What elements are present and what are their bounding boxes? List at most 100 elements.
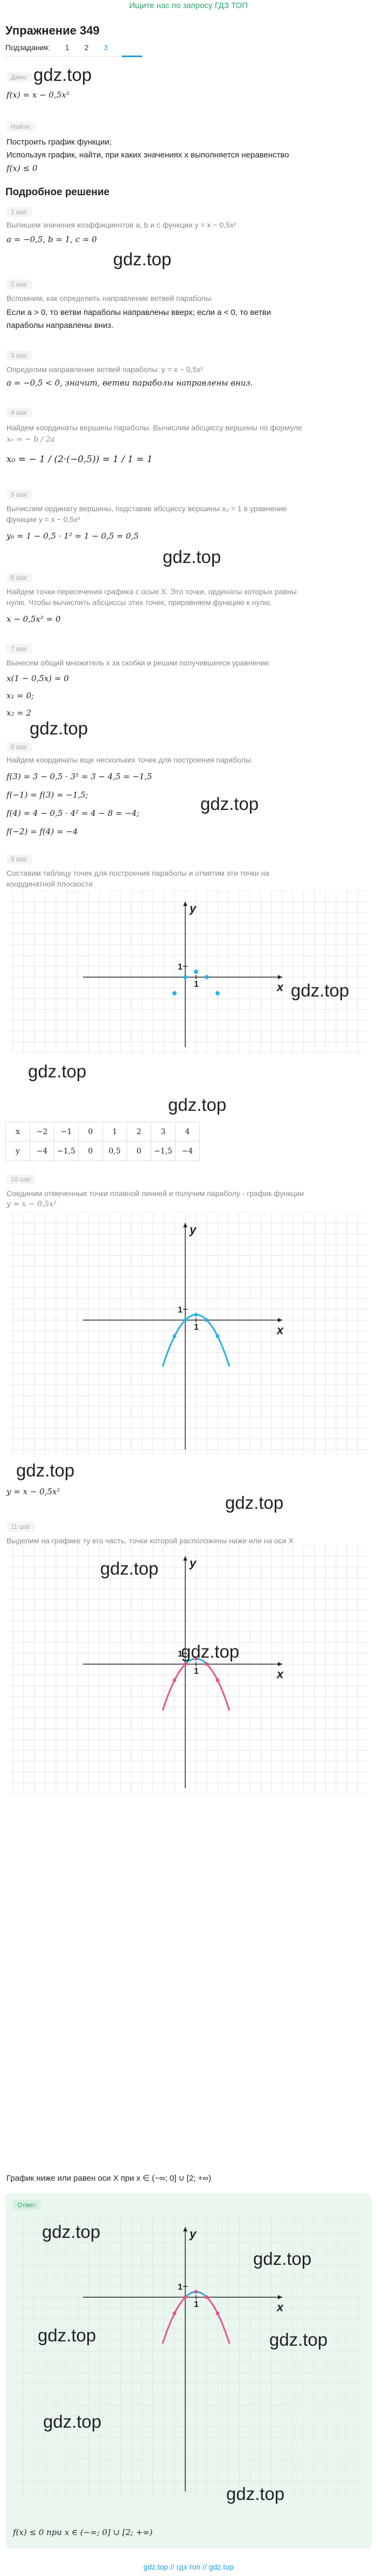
table-cell: −1 [54,1122,79,1142]
watermark: gdz.top [200,794,259,814]
watermark: gdz.top [113,249,172,269]
find-line-3: f(x) ≤ 0 [6,163,38,173]
data-point [215,991,220,995]
data-point [183,1318,187,1322]
x-axis-label: x [276,2300,284,2314]
step-5-label: 5 шаг [6,490,32,499]
step-10-desc-1: Соединим отмеченные точки плавной линией… [6,1189,304,1198]
step-4-math: x₀ = − 1 / (2·(−0,5)) = 1 / 1 = 1 [6,454,153,465]
table-cell: 0 [78,1141,103,1161]
watermark: gdz.top [100,1558,159,1578]
data-point [205,1662,209,1666]
step-4-desc: Найдем координаты вершины параболы. Вычи… [6,423,302,432]
table-cell: 2 [127,1122,151,1142]
subtasks-bar: Подзадания: 1 2 3 [5,43,108,52]
data-point [172,991,177,995]
given-label: Дано: [6,72,32,82]
points-graph: x y 1 1 [10,891,367,1053]
subtask-tab-1[interactable]: 1 [65,43,69,52]
watermark: gdz.top [291,980,350,1000]
parabola-graph: x y 1 1 [10,1212,367,1455]
y-axis-label: y [189,2227,197,2241]
watermark: gdz.top [16,1460,75,1480]
x-axis-label: x [276,1667,284,1681]
subtask-tab-2[interactable]: 2 [84,43,89,52]
tabs-divider [5,56,142,57]
step-1-desc: Выпишем значения коэффициентов a, b и c … [6,221,236,229]
table-cell: 3 [151,1122,176,1142]
x-axis-arrow [278,1662,282,1666]
y-unit-label: 1 [178,1306,183,1315]
step-8-math-3: f(4) = 4 − 0,5 · 4² = 4 − 8 = −4; [6,808,139,818]
step-10-desc-2: y = x − 0,5x² [6,1200,57,1208]
step-1-label: 1 шаг [6,207,32,217]
step-2-desc: Вспомним, как определить направление вет… [6,294,213,303]
data-point [215,1678,220,1682]
watermark: gdz.top [168,1095,227,1115]
watermark: gdz.top [253,2249,312,2269]
watermark: gdz.top [226,2484,285,2504]
watermark: gdz.top [28,1061,87,1081]
y-axis-label: y [189,1223,197,1237]
table-row: x −2 −1 0 1 2 3 4 [5,1122,200,1142]
table-cell: −1,5 [151,1141,176,1161]
x-unit-label: 1 [194,2300,199,2309]
data-point [183,1662,187,1666]
data-point [205,1318,209,1322]
table-cell: 0 [78,1122,103,1142]
points-table: x −2 −1 0 1 2 3 4 y −4 −1,5 0 0,5 0 −1,5… [5,1122,200,1161]
watermark: gdz.top [30,718,88,738]
x-axis-label: x [276,980,284,994]
data-point [172,2311,177,2316]
step-2-line-1: Если a > 0, то ветви параболы направлены… [6,308,271,317]
data-point [194,2290,198,2294]
x-unit-label: 1 [194,1667,199,1676]
step-1-math: a = −0,5, b = 1, c = 0 [6,235,97,244]
data-point [205,975,209,979]
answer-graph: x y 1 1 [15,2216,362,2497]
step-10-result: y = x − 0,5x² [6,1487,60,1496]
step-7-label: 7 шаг [6,644,32,654]
step-5-desc-1: Вычислим ординату вершины, подставив абс… [6,504,287,513]
data-point [205,2295,209,2299]
step-7-math-3: x₂ = 2 [6,708,32,718]
step-6-label: 6 шаг [6,573,32,582]
y-unit-label: 1 [178,963,183,972]
data-point [172,1334,177,1338]
data-point [215,2311,220,2316]
step-6-math: x − 0,5x² = 0 [6,614,61,624]
x-axis-label: x [276,1323,284,1337]
table-cell: y [5,1141,30,1161]
table-cell: 0 [127,1141,151,1161]
y-axis-arrow [183,1223,187,1227]
step-8-math-4: f(−2) = f(4) = −4 [6,827,78,836]
step-9-desc-2: координатной плоскости [6,880,93,888]
table-cell: −4 [30,1141,54,1161]
find-label: Найти: [6,122,36,132]
step-2-line-2: параболы направлены вниз. [6,321,114,330]
subtask-tab-3[interactable]: 3 [103,43,108,52]
y-axis-arrow [183,902,187,906]
top-link[interactable]: Ищите нас по запросу ГДЗ ТОП [129,1,248,10]
highlighted-graph: x y 1 1 [10,1545,367,1794]
data-point [183,975,187,979]
table-cell: −4 [175,1141,200,1161]
given-text: f(x) = x − 0,5x² [6,90,69,100]
step-11-desc: Выделим на графике ту его часть, точки к… [6,1536,294,1545]
step-2-label: 2 шаг [6,279,32,289]
table-cell: −2 [30,1122,54,1142]
step-3-label: 3 шаг [6,351,32,360]
y-axis-arrow [183,1556,187,1561]
x-axis-arrow [278,2295,282,2299]
x-unit-label: 1 [194,1323,199,1332]
step-3-math: a = −0,5 < 0, значит, ветви параболы нап… [6,378,253,388]
step-11-label: 11 шаг [6,1522,35,1531]
y-axis-label: y [189,902,197,915]
x-axis-arrow [278,1318,282,1322]
y-axis-arrow [183,2227,187,2231]
table-row: y −4 −1,5 0 0,5 0 −1,5 −4 [5,1141,200,1161]
step-7-desc: Вынесем общий множитель x за скобки и ре… [6,658,269,667]
step-6-desc-2: нулю. Чтобы вычислить абсциссы этих точе… [6,598,272,607]
x-axis-arrow [278,975,282,979]
footer-links[interactable]: gdz.top // гдз топ // gdz.top [143,2563,234,2571]
